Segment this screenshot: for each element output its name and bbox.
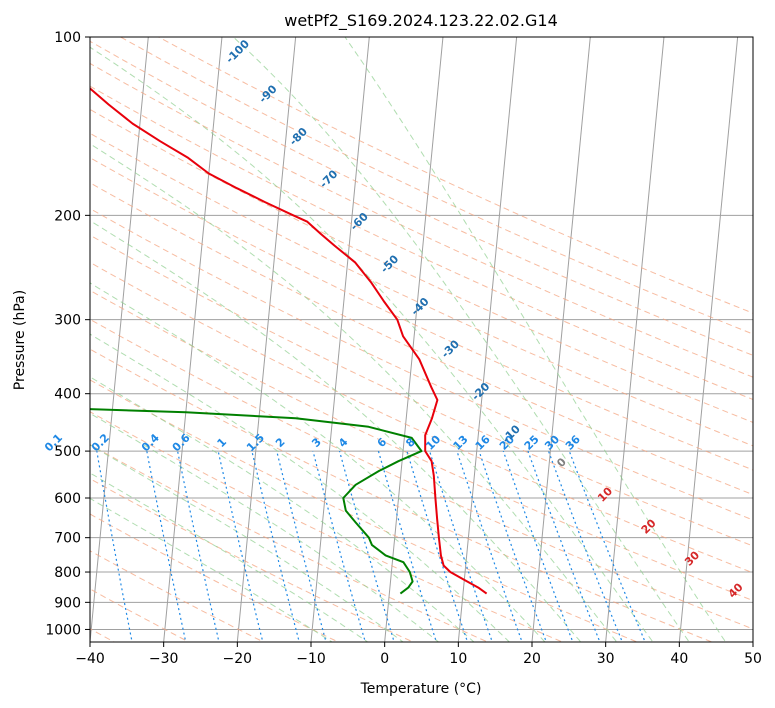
isotherm-line bbox=[752, 636, 753, 642]
plot-background bbox=[90, 37, 753, 642]
mixing-ratio-line bbox=[406, 450, 469, 642]
x-tick-label: −40 bbox=[75, 651, 105, 667]
y-tick-label: 300 bbox=[54, 313, 81, 329]
y-tick-label: 600 bbox=[54, 491, 81, 507]
x-axis-label: Temperature (°C) bbox=[360, 681, 482, 697]
y-axis-label: Pressure (hPa) bbox=[12, 290, 28, 390]
moist-adiabat-line bbox=[232, 37, 690, 642]
isotherm-line bbox=[310, 37, 370, 642]
dry-adiabat-line bbox=[90, 85, 753, 401]
y-tick-label: 900 bbox=[54, 595, 81, 611]
moist-adiabat-line bbox=[90, 143, 618, 642]
y-tick-label: 400 bbox=[54, 387, 81, 403]
x-tick-label: −10 bbox=[296, 651, 326, 667]
x-axis: −40 −30 −20 −10 0 10 20 30 40 50 bbox=[75, 642, 762, 667]
background-lines bbox=[0, 10, 753, 649]
dry-adiabat-line bbox=[90, 40, 753, 356]
y-tick-label: 700 bbox=[54, 531, 81, 547]
x-tick-label: 40 bbox=[670, 651, 688, 667]
isotherm-line bbox=[457, 37, 518, 642]
isotherm-line bbox=[678, 37, 739, 642]
x-tick-label: 0 bbox=[380, 651, 389, 667]
moist-adiabat-line bbox=[90, 282, 546, 642]
chart-title: wetPf2_S169.2024.123.22.02.G14 bbox=[284, 11, 558, 31]
mixing-ratio-line bbox=[456, 450, 523, 642]
moist-adiabat-line bbox=[344, 37, 727, 642]
dry-adiabat-line bbox=[90, 348, 714, 642]
moist-adiabat-line bbox=[90, 46, 654, 642]
isotherm-line bbox=[0, 10, 4, 649]
dry-adiabat-line bbox=[119, 37, 753, 335]
x-tick-label: 20 bbox=[523, 651, 541, 667]
mixing-ratio-line bbox=[177, 450, 220, 642]
mixing-ratio-line bbox=[50, 451, 83, 649]
mixing-ratio-line bbox=[547, 450, 624, 642]
dry-adiabat-line bbox=[90, 550, 265, 642]
dry-adiabat-line bbox=[90, 261, 753, 574]
isotherm-line bbox=[90, 37, 149, 642]
mixing-ratio-line bbox=[312, 450, 366, 642]
y-tick-label: 1000 bbox=[45, 622, 81, 638]
x-tick-label: −20 bbox=[223, 651, 253, 667]
x-tick-label: −30 bbox=[149, 651, 179, 667]
temperature-profile-line bbox=[90, 87, 488, 595]
dewpoint-profile-line bbox=[90, 408, 423, 595]
y-tick-label: 500 bbox=[54, 444, 81, 460]
dry-adiabat-line bbox=[90, 379, 639, 642]
mixing-ratio-line bbox=[338, 450, 395, 642]
mixing-ratio-line bbox=[502, 450, 574, 642]
sounding-series bbox=[90, 87, 488, 595]
y-tick-label: 100 bbox=[54, 30, 81, 46]
isotherm-line bbox=[236, 37, 297, 642]
dry-adiabat-line bbox=[90, 182, 753, 496]
dry-adiabat-line bbox=[90, 157, 753, 471]
dry-adiabat-line bbox=[90, 234, 753, 547]
dry-adiabat-line bbox=[90, 411, 564, 642]
mixing-ratio-line bbox=[377, 450, 438, 642]
y-tick-label: 200 bbox=[54, 208, 81, 224]
mixing-ratio-line bbox=[568, 450, 646, 642]
dry-adiabat-line bbox=[90, 207, 753, 521]
dry-adiabat-line bbox=[90, 478, 415, 642]
moist-adiabat-line bbox=[90, 376, 475, 642]
moist-adiabat-line bbox=[90, 333, 511, 642]
isotherm-line bbox=[384, 37, 444, 642]
mixing-ratio-lines bbox=[50, 450, 646, 649]
x-tick-label: 10 bbox=[449, 651, 467, 667]
mixing-ratio-line bbox=[527, 450, 601, 642]
plot-frame bbox=[89, 36, 754, 643]
y-axis: 100 200 300 400 500 600 700 800 900 1000 bbox=[45, 30, 90, 638]
y-tick-label: 800 bbox=[54, 565, 81, 581]
moist-adiabat-line bbox=[90, 220, 582, 642]
moist-adiabat-line bbox=[90, 444, 404, 642]
moist-adiabat-line bbox=[90, 412, 440, 642]
mixing-ratio-line bbox=[217, 450, 264, 642]
mixing-ratio-line bbox=[96, 450, 133, 642]
dry-adiabat-line bbox=[90, 444, 489, 642]
x-tick-label: 50 bbox=[744, 651, 762, 667]
isotherm-line bbox=[531, 37, 591, 642]
isotherm-line bbox=[163, 37, 223, 642]
dry-adiabat-line bbox=[90, 588, 190, 642]
mixing-ratio-line bbox=[429, 450, 493, 642]
mixing-ratio-line bbox=[146, 450, 187, 642]
mixing-ratio-line bbox=[478, 450, 547, 642]
x-tick-label: 30 bbox=[597, 651, 615, 667]
isotherm-line bbox=[605, 37, 665, 642]
